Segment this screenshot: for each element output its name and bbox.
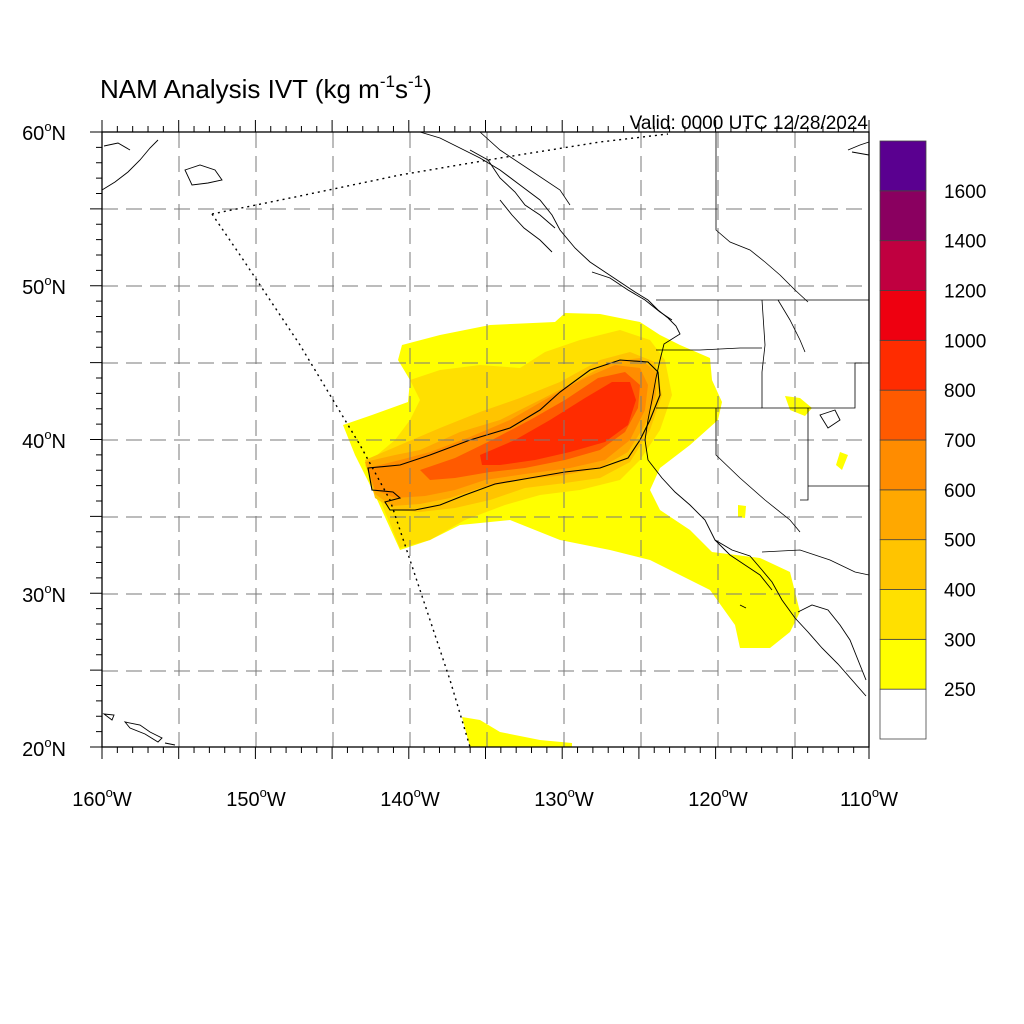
map-title: NAM Analysis IVT (kg m-1s-1) [100, 72, 432, 104]
colorbar-label-600: 600 [944, 481, 976, 502]
ivt-region-250-spot3 [836, 452, 848, 470]
axis-ticks [90, 120, 870, 759]
colorbar-box-8 [879, 290, 927, 341]
colorbar-label-700: 700 [944, 431, 976, 452]
lon-label-110w: 110oW [840, 785, 898, 811]
lat-label-20: 20oN [22, 735, 66, 761]
lon-label-160w: 160oW [72, 785, 132, 811]
colorbar-box-7 [879, 339, 927, 391]
lat-label-30: 30oN [22, 581, 66, 607]
lon-label-120w: 120oW [688, 785, 748, 811]
longitude-labels: 160oW 150oW 140oW 130oW 120oW 110oW [72, 785, 898, 811]
lat-label-50: 50oN [22, 273, 66, 299]
colorbar-label-1200: 1200 [944, 282, 986, 303]
lon-label-150w: 150oW [226, 785, 286, 811]
ivt-region-800 [480, 382, 636, 465]
ivt-shading [343, 313, 848, 747]
lon-label-140w: 140oW [380, 785, 440, 811]
ivt-region-250-spot2 [738, 505, 746, 518]
colorbar-box-6 [879, 389, 927, 441]
lon-label-130w: 130oW [534, 785, 594, 811]
colorbar-label-1600: 1600 [944, 182, 986, 203]
colorbar-label-400: 400 [944, 581, 976, 602]
colorbar-box-10 [879, 190, 927, 242]
ivt-region-250-south [462, 717, 572, 747]
colorbar [879, 140, 927, 740]
lat-label-60: 60oN [22, 119, 66, 145]
colorbar-label-300: 300 [944, 630, 976, 651]
political-borders [479, 131, 870, 576]
ivt-contours [367, 359, 661, 511]
colorbar-label-800: 800 [944, 381, 976, 402]
graticule-grid [102, 132, 869, 747]
colorbar-box-11 [879, 140, 927, 192]
colorbar-labels: 250 300 400 500 600 700 800 1000 1200 1400 1600 [944, 182, 986, 701]
colorbar-box-9 [879, 240, 927, 291]
coastlines [101, 131, 870, 746]
colorbar-box-1 [879, 638, 927, 690]
colorbar-label-500: 500 [944, 531, 976, 552]
valid-time-label: Valid: 0000 UTC 12/28/2024 [630, 113, 869, 134]
colorbar-box-5 [879, 439, 927, 491]
domain-boundary [211, 133, 669, 748]
ivt-contour-outer [367, 359, 661, 511]
lat-label-40: 40oN [22, 427, 66, 453]
colorbar-box-0 [879, 688, 927, 740]
latitude-labels: 60oN 50oN 40oN 30oN 20oN [22, 119, 66, 761]
colorbar-label-1000: 1000 [944, 331, 986, 352]
colorbar-box-4 [879, 489, 927, 541]
colorbar-box-2 [879, 589, 927, 640]
ivt-region-250-spot1 [785, 396, 812, 416]
colorbar-box-3 [879, 539, 927, 590]
colorbar-label-250: 250 [944, 680, 976, 701]
colorbar-label-1400: 1400 [944, 232, 986, 253]
